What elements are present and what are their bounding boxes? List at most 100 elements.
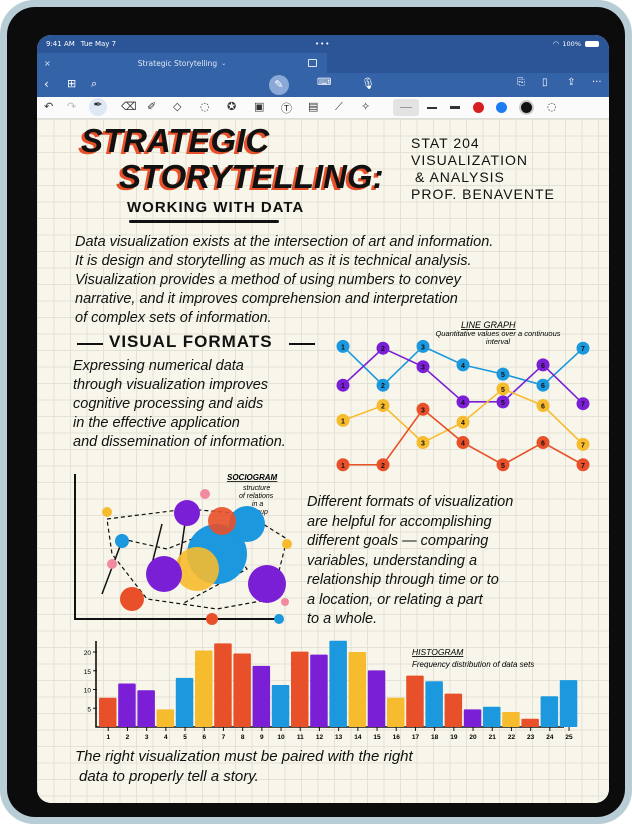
line-point-label: 6 xyxy=(541,363,545,370)
grid-icon[interactable]: ⊞ xyxy=(67,77,77,90)
histogram-bar xyxy=(348,652,367,727)
color-picker-icon[interactable]: ◌ xyxy=(547,100,557,113)
histogram-bar xyxy=(291,651,309,727)
navigation-bar: ‹ ⊞ ⌕ ✎ ⌨ 🎙 ⎘ ▯ ⇪ ··· xyxy=(37,73,609,97)
x-tick-label: 7 xyxy=(222,734,226,741)
line-point xyxy=(496,382,510,396)
image-icon[interactable]: ▣ xyxy=(254,100,265,113)
line-point xyxy=(416,436,430,450)
line-point xyxy=(336,458,350,472)
x-tick-label: 25 xyxy=(565,734,573,741)
sociogram: SOCIOGRAM structure of relations in a gr… xyxy=(74,473,292,625)
line-graph-title: LINE GRAPH xyxy=(461,320,516,330)
redo-icon[interactable]: ↷ xyxy=(67,100,77,113)
sociogram-title: SOCIOGRAM xyxy=(227,473,278,482)
keyboard-icon[interactable]: ⌨ xyxy=(317,77,332,88)
x-tick-label: 14 xyxy=(354,734,362,741)
line-point xyxy=(456,395,470,409)
add-page-icon[interactable]: ⎘ xyxy=(517,77,525,88)
line-point-label: 1 xyxy=(341,463,345,470)
line-point xyxy=(336,413,350,427)
histogram-bar xyxy=(540,696,559,727)
x-tick-label: 22 xyxy=(508,734,516,741)
x-tick-label: 20 xyxy=(469,734,477,741)
line-point-label: 3 xyxy=(421,365,425,372)
line-point xyxy=(416,339,430,353)
lasso-icon[interactable]: ◌ xyxy=(200,100,210,113)
histogram-bar xyxy=(195,650,213,727)
shapes-icon[interactable]: ◇ xyxy=(173,100,182,113)
line-point-label: 6 xyxy=(541,383,545,390)
back-icon[interactable]: ‹ xyxy=(44,77,49,91)
x-tick-label: 21 xyxy=(489,734,497,741)
undo-icon[interactable]: ↶ xyxy=(44,100,54,113)
line-point-label: 2 xyxy=(381,346,385,353)
thick-stroke[interactable] xyxy=(450,106,460,109)
document-tab[interactable]: × Strategic Storytelling ⌄ xyxy=(37,53,327,73)
line-point-label: 5 xyxy=(501,387,505,394)
pen-mode-icon[interactable]: ✎ xyxy=(269,75,289,95)
line-point-label: 7 xyxy=(581,442,585,449)
histogram-bar xyxy=(214,643,232,727)
text-icon[interactable]: Ⓣ xyxy=(281,102,292,115)
x-tick-label: 17 xyxy=(412,734,420,741)
note-title-line2: STORYTELLING: xyxy=(119,158,384,195)
line-point xyxy=(336,339,350,353)
line-point xyxy=(376,378,390,392)
line-point xyxy=(496,458,510,472)
histogram-bar xyxy=(502,712,520,727)
sociogram-desc: structure xyxy=(243,485,270,492)
chevron-down-icon: ⌄ xyxy=(221,59,227,67)
ruler-icon[interactable]: ⟋ xyxy=(335,100,343,113)
x-tick-label: 12 xyxy=(316,734,324,741)
x-tick-label: 5 xyxy=(183,734,187,741)
line-point xyxy=(456,436,470,450)
x-tick-label: 15 xyxy=(373,734,381,741)
line-point xyxy=(456,358,470,372)
line-point xyxy=(416,360,430,374)
line-point xyxy=(376,458,390,472)
search-icon[interactable]: ⌕ xyxy=(91,77,98,90)
thin-stroke[interactable] xyxy=(393,99,419,116)
line-point xyxy=(576,341,590,355)
y-tick-label: 20 xyxy=(84,650,92,657)
line-point-label: 7 xyxy=(581,402,585,409)
medium-stroke[interactable] xyxy=(427,107,437,109)
note-subtitle: WORKING WITH DATA xyxy=(127,199,305,216)
camera-icon[interactable]: ▤ xyxy=(308,100,319,113)
highlighter-icon[interactable]: ✐ xyxy=(147,100,157,113)
multitasking-dots-icon[interactable]: ••• xyxy=(315,40,331,48)
bookmark-icon[interactable]: ▯ xyxy=(542,77,548,88)
course-info: STAT 204 VISUALIZATION & ANALYSIS PROF. BEN… xyxy=(411,135,555,202)
sociogram-desc: in a xyxy=(252,501,263,508)
sticker-icon[interactable]: ✪ xyxy=(227,100,237,113)
x-tick-label: 4 xyxy=(164,734,168,741)
microphone-icon[interactable]: 🎙 xyxy=(361,77,375,90)
histogram-bar xyxy=(233,653,251,727)
x-tick-label: 1 xyxy=(106,734,110,741)
split-view-icon[interactable] xyxy=(308,59,317,67)
status-bar: 9:41 AM Tue May 7 ••• ◠ 100% xyxy=(37,35,609,53)
status-time: 9:41 AM xyxy=(46,40,75,48)
x-tick-label: 16 xyxy=(393,734,401,741)
share-icon[interactable]: ⇪ xyxy=(567,77,576,88)
bezel: 9:41 AM Tue May 7 ••• ◠ 100% × Strategic… xyxy=(7,7,625,817)
line-point xyxy=(496,367,510,381)
x-tick-label: 23 xyxy=(527,734,535,741)
black-color[interactable] xyxy=(519,100,534,115)
eraser-icon[interactable]: ⌫ xyxy=(121,100,137,113)
line-point-label: 4 xyxy=(461,400,465,407)
line-point xyxy=(576,437,590,451)
blue-color[interactable] xyxy=(496,102,507,113)
close-tab-icon[interactable]: × xyxy=(44,58,51,68)
line-point-label: 4 xyxy=(461,441,465,448)
line-point-label: 4 xyxy=(461,363,465,370)
histogram-bar xyxy=(175,677,194,727)
line-point xyxy=(336,378,350,392)
red-color[interactable] xyxy=(473,102,484,113)
laser-icon[interactable]: ✧ xyxy=(361,100,371,113)
notebook-page[interactable]: STRATEGIC STORYTELLING: WORKING WITH DAT… xyxy=(37,119,609,803)
pen-icon[interactable]: ✒ xyxy=(89,98,107,116)
histogram-bar xyxy=(483,706,501,727)
more-icon[interactable]: ··· xyxy=(592,77,602,88)
